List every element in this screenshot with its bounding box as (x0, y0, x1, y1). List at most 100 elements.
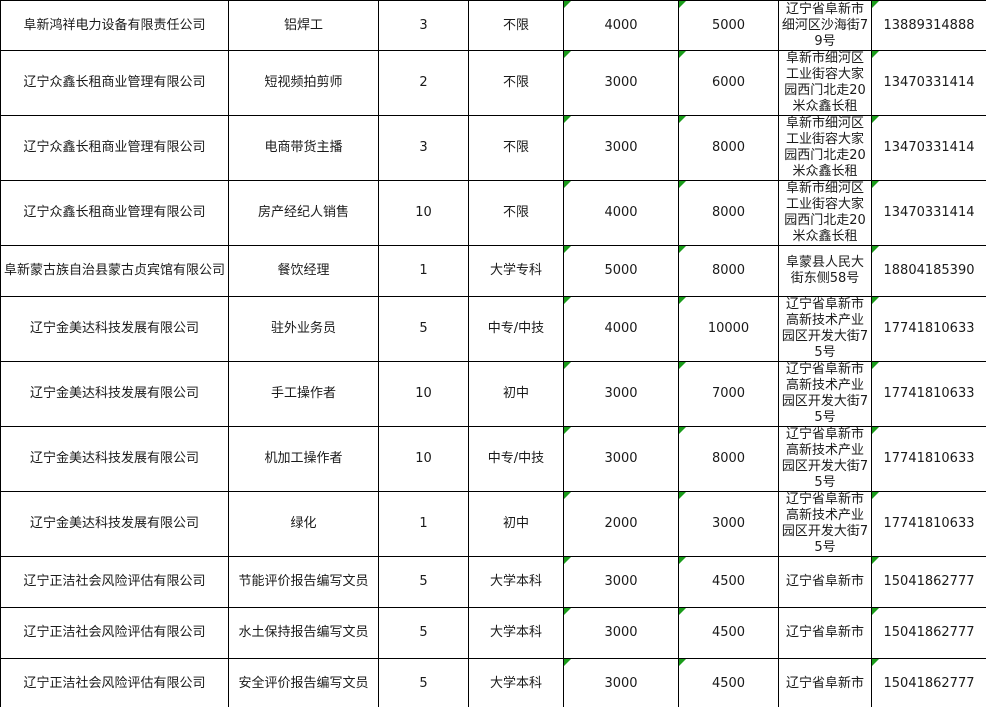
cell-address[interactable]: 阜新市细河区工业街容大家园西门北走20米众鑫长租 (778, 180, 872, 246)
cell-education[interactable]: 中专/中技 (468, 296, 564, 362)
cell-company[interactable]: 辽宁金美达科技发展有限公司 (0, 491, 229, 557)
cell-salary-min[interactable]: 3000 (563, 658, 679, 707)
cell-count[interactable]: 5 (378, 658, 469, 707)
cell-job[interactable]: 餐饮经理 (228, 245, 379, 297)
cell-count[interactable]: 1 (378, 245, 469, 297)
cell-phone[interactable]: 17741810633 (871, 361, 986, 427)
cell-job[interactable]: 安全评价报告编写文员 (228, 658, 379, 707)
cell-education[interactable]: 不限 (468, 180, 564, 246)
cell-salary-min[interactable]: 3000 (563, 426, 679, 492)
cell-salary-max[interactable]: 8000 (678, 245, 779, 297)
cell-job[interactable]: 电商带货主播 (228, 115, 379, 181)
cell-job[interactable]: 机加工操作者 (228, 426, 379, 492)
cell-phone[interactable]: 18804185390 (871, 245, 986, 297)
cell-education[interactable]: 大学专科 (468, 245, 564, 297)
cell-salary-min[interactable]: 3000 (563, 50, 679, 116)
cell-education[interactable]: 大学本科 (468, 658, 564, 707)
cell-salary-min[interactable]: 3000 (563, 361, 679, 427)
cell-education[interactable]: 中专/中技 (468, 426, 564, 492)
cell-phone[interactable]: 15041862777 (871, 607, 986, 659)
cell-address[interactable]: 阜新市细河区工业街容大家园西门北走20米众鑫长租 (778, 50, 872, 116)
cell-education[interactable]: 大学本科 (468, 607, 564, 659)
cell-job[interactable]: 水土保持报告编写文员 (228, 607, 379, 659)
cell-company[interactable]: 辽宁众鑫长租商业管理有限公司 (0, 50, 229, 116)
cell-education[interactable]: 初中 (468, 361, 564, 427)
cell-address[interactable]: 阜蒙县人民大街东侧58号 (778, 245, 872, 297)
cell-job[interactable]: 节能评价报告编写文员 (228, 556, 379, 608)
cell-job[interactable]: 房产经纪人销售 (228, 180, 379, 246)
cell-job[interactable]: 铝焊工 (228, 0, 379, 51)
cell-address[interactable]: 辽宁省阜新市高新技术产业园区开发大街75号 (778, 361, 872, 427)
table-row: 辽宁金美达科技发展有限公司 绿化 1 初中 2000 3000 辽宁省阜新市高新技术产业园区… (0, 491, 986, 557)
cell-salary-min[interactable]: 3000 (563, 607, 679, 659)
cell-job[interactable]: 绿化 (228, 491, 379, 557)
cell-count[interactable]: 5 (378, 296, 469, 362)
cell-salary-max[interactable]: 3000 (678, 491, 779, 557)
cell-company[interactable]: 阜新鸿祥电力设备有限责任公司 (0, 0, 229, 51)
cell-salary-max[interactable]: 5000 (678, 0, 779, 51)
cell-company[interactable]: 辽宁众鑫长租商业管理有限公司 (0, 180, 229, 246)
cell-address[interactable]: 辽宁省阜新市高新技术产业园区开发大街75号 (778, 296, 872, 362)
cell-address[interactable]: 辽宁省阜新市 (778, 607, 872, 659)
cell-company[interactable]: 辽宁金美达科技发展有限公司 (0, 361, 229, 427)
cell-count[interactable]: 5 (378, 607, 469, 659)
cell-company[interactable]: 阜新蒙古族自治县蒙古贞宾馆有限公司 (0, 245, 229, 297)
cell-salary-max[interactable]: 6000 (678, 50, 779, 116)
cell-count[interactable]: 10 (378, 426, 469, 492)
cell-salary-max[interactable]: 8000 (678, 115, 779, 181)
cell-salary-max[interactable]: 4500 (678, 607, 779, 659)
cell-salary-max[interactable]: 10000 (678, 296, 779, 362)
cell-phone[interactable]: 17741810633 (871, 426, 986, 492)
cell-address[interactable]: 辽宁省阜新市 (778, 658, 872, 707)
cell-salary-min[interactable]: 4000 (563, 180, 679, 246)
cell-count[interactable]: 3 (378, 0, 469, 51)
cell-company[interactable]: 辽宁正洁社会风险评估有限公司 (0, 607, 229, 659)
cell-address[interactable]: 辽宁省阜新市 (778, 556, 872, 608)
cell-phone[interactable]: 13889314888 (871, 0, 986, 51)
cell-phone[interactable]: 15041862777 (871, 556, 986, 608)
cell-salary-max[interactable]: 4500 (678, 556, 779, 608)
cell-count[interactable]: 10 (378, 180, 469, 246)
cell-count[interactable]: 1 (378, 491, 469, 557)
cell-count[interactable]: 3 (378, 115, 469, 181)
cell-salary-min[interactable]: 2000 (563, 491, 679, 557)
cell-address[interactable]: 辽宁省阜新市高新技术产业园区开发大街75号 (778, 491, 872, 557)
cell-phone[interactable]: 17741810633 (871, 491, 986, 557)
cell-count[interactable]: 10 (378, 361, 469, 427)
cell-salary-max[interactable]: 8000 (678, 426, 779, 492)
cell-job[interactable]: 手工操作者 (228, 361, 379, 427)
cell-company[interactable]: 辽宁正洁社会风险评估有限公司 (0, 658, 229, 707)
cell-education[interactable]: 大学本科 (468, 556, 564, 608)
cell-education[interactable]: 不限 (468, 0, 564, 51)
cell-count[interactable]: 2 (378, 50, 469, 116)
cell-education[interactable]: 初中 (468, 491, 564, 557)
cell-salary-min[interactable]: 5000 (563, 245, 679, 297)
cell-salary-min[interactable]: 4000 (563, 296, 679, 362)
cell-salary-max[interactable]: 4500 (678, 658, 779, 707)
cell-education[interactable]: 不限 (468, 50, 564, 116)
cell-address[interactable]: 阜新市细河区工业街容大家园西门北走20米众鑫长租 (778, 115, 872, 181)
cell-salary-min[interactable]: 3000 (563, 556, 679, 608)
cell-company[interactable]: 辽宁众鑫长租商业管理有限公司 (0, 115, 229, 181)
cell-salary-max[interactable]: 8000 (678, 180, 779, 246)
cell-salary-min[interactable]: 3000 (563, 115, 679, 181)
cell-salary-max[interactable]: 7000 (678, 361, 779, 427)
cell-phone[interactable]: 13470331414 (871, 115, 986, 181)
table-row: 辽宁金美达科技发展有限公司 驻外业务员 5 中专/中技 4000 10000 辽宁省阜新市高… (0, 296, 986, 362)
cell-address[interactable]: 辽宁省阜新市细河区沙海街79号 (778, 0, 872, 51)
cell-phone[interactable]: 13470331414 (871, 180, 986, 246)
cell-salary-min[interactable]: 4000 (563, 0, 679, 51)
cell-count[interactable]: 5 (378, 556, 469, 608)
cell-phone[interactable]: 15041862777 (871, 658, 986, 707)
cell-address[interactable]: 辽宁省阜新市高新技术产业园区开发大街75号 (778, 426, 872, 492)
cell-education[interactable]: 不限 (468, 115, 564, 181)
cell-company[interactable]: 辽宁金美达科技发展有限公司 (0, 296, 229, 362)
cell-company[interactable]: 辽宁正洁社会风险评估有限公司 (0, 556, 229, 608)
cell-phone[interactable]: 13470331414 (871, 50, 986, 116)
cell-job[interactable]: 短视频拍剪师 (228, 50, 379, 116)
cell-company[interactable]: 辽宁金美达科技发展有限公司 (0, 426, 229, 492)
cell-job[interactable]: 驻外业务员 (228, 296, 379, 362)
cell-phone[interactable]: 17741810633 (871, 296, 986, 362)
